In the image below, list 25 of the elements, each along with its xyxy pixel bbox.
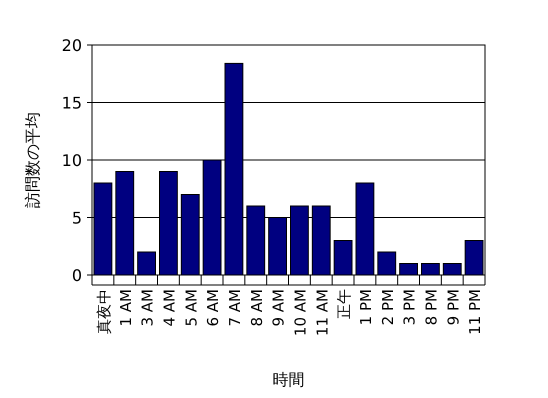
x-tick-label: 6 AM xyxy=(204,289,222,327)
x-tick-label: 1 AM xyxy=(116,289,135,327)
x-tick-label: 7 AM xyxy=(226,289,244,327)
y-tick-label: 10 xyxy=(62,151,82,170)
x-tick-label: 9 AM xyxy=(270,289,288,327)
x-tick-label: 10 AM xyxy=(291,289,310,336)
y-tick-label: 20 xyxy=(62,36,82,55)
x-tick-label: 2 PM xyxy=(378,289,397,326)
x-tick-label: 8 AM xyxy=(248,289,266,327)
x-tick-label: 4 AM xyxy=(160,289,178,327)
x-tick-label: 9 PM xyxy=(444,289,462,326)
y-axis-title: 訪問数の平均 xyxy=(23,112,42,208)
x-tick-label: 11 AM xyxy=(313,289,332,336)
y-tick-label: 15 xyxy=(62,94,82,112)
x-tick-label: 真夜中 xyxy=(94,289,113,334)
x-tick-label: 3 AM xyxy=(138,289,157,327)
x-tick-label: 1 PM xyxy=(356,289,375,326)
x-tick-label: 8 PM xyxy=(422,289,440,326)
x-tick-label: 11 PM xyxy=(466,289,484,335)
x-axis-title: 時間 xyxy=(272,370,304,389)
x-tick-label: 5 AM xyxy=(182,289,200,327)
x-tick-label: 3 PM xyxy=(400,289,419,326)
y-tick-label: 0 xyxy=(72,266,82,285)
y-tick-label: 5 xyxy=(72,208,82,228)
x-tick-label: 正午 xyxy=(335,289,354,319)
